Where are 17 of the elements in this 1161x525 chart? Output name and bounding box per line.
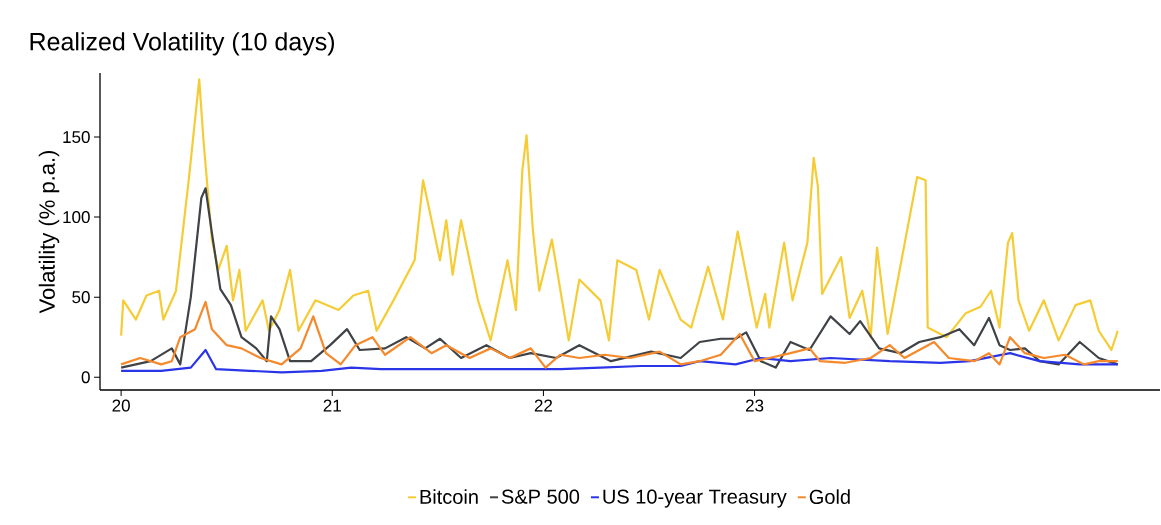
chart-title: Realized Volatility (10 days) bbox=[30, 32, 335, 56]
x-tick-label: 20 bbox=[112, 399, 130, 412]
line-series bbox=[120, 300, 1119, 369]
y-tick-label: 50 bbox=[72, 291, 90, 304]
x-tick-label: 22 bbox=[534, 399, 553, 412]
y-tick-label: 150 bbox=[63, 131, 90, 144]
x-tick-label: 21 bbox=[323, 399, 341, 412]
y-axis-title: Volatility (% p.a.) bbox=[38, 150, 60, 314]
legend-label: US 10-year Treasury bbox=[603, 489, 787, 508]
legend-label: Bitcoin bbox=[420, 489, 478, 504]
line-series bbox=[120, 187, 1119, 369]
legend-label: S&P 500 bbox=[501, 489, 580, 504]
y-tick-label: 100 bbox=[63, 211, 90, 224]
line-series bbox=[120, 78, 1119, 352]
y-tick-label: 0 bbox=[81, 371, 90, 384]
legend-label: Gold bbox=[809, 489, 850, 504]
x-tick-label: 23 bbox=[745, 399, 764, 412]
